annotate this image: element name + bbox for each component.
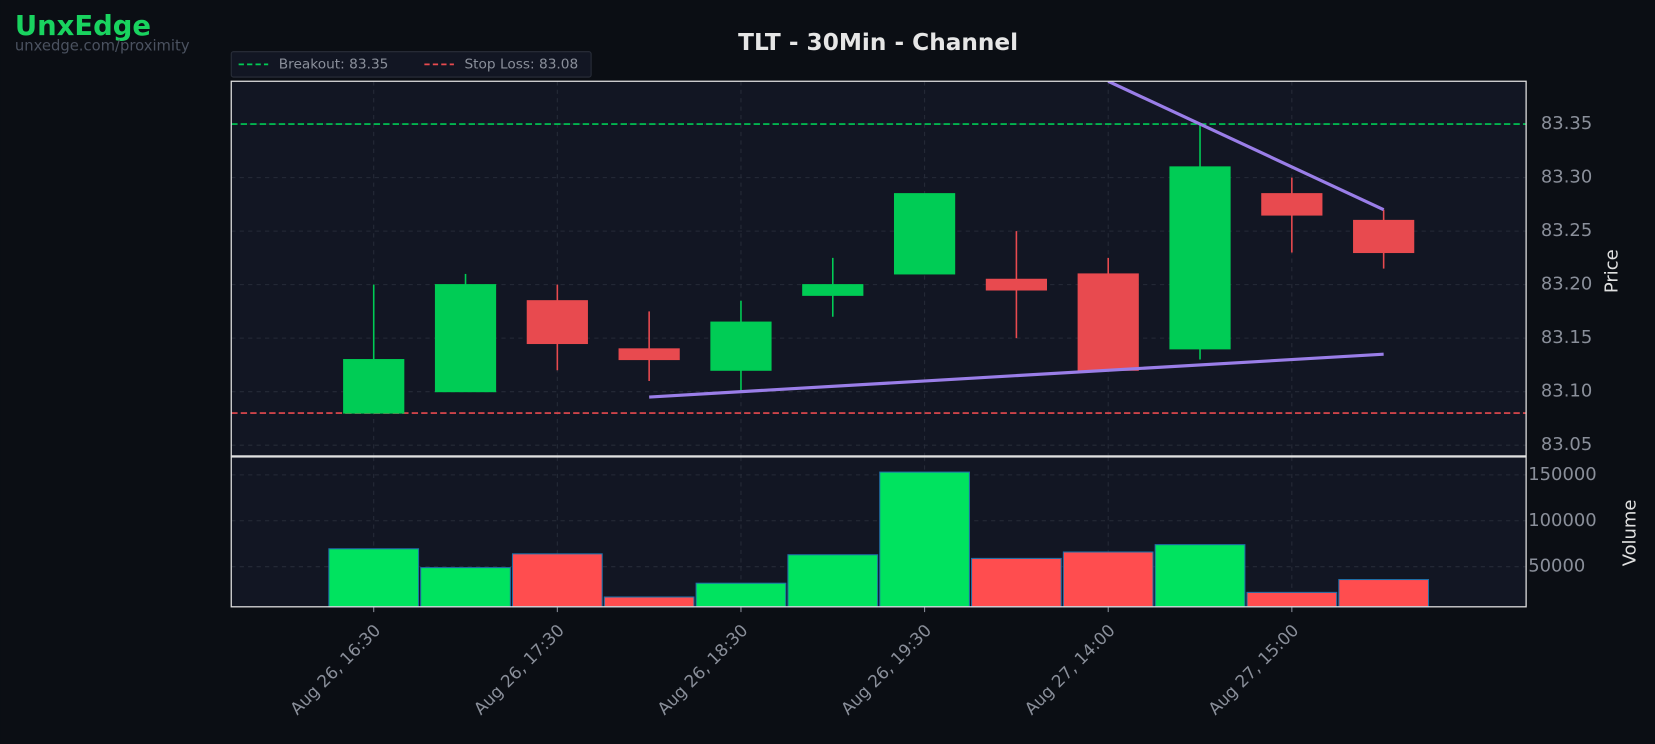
legend-label: Stop Loss: 83.08 — [464, 56, 578, 72]
y-tick-label: 83.05 — [1541, 434, 1592, 455]
candle-body — [710, 321, 772, 371]
candle-body — [618, 348, 680, 361]
trend-line — [649, 352, 1384, 399]
volume-bar — [971, 557, 1062, 608]
y-tick-label: 50000 — [1528, 556, 1585, 577]
brand-url: unxedge.com/proximity — [15, 37, 190, 54]
volume-bar — [328, 548, 420, 608]
legend-label: Breakout: 83.35 — [279, 56, 389, 72]
brand-name: UnxEdge — [15, 11, 151, 42]
legend — [230, 51, 592, 78]
candle-body — [1077, 273, 1139, 371]
y-tick-label: 83.10 — [1541, 381, 1592, 402]
y-tick-label: 83.25 — [1541, 220, 1592, 241]
volume-bar — [603, 596, 695, 608]
y-tick-label: 83.35 — [1541, 113, 1592, 134]
y-tick-label: 83.15 — [1541, 327, 1592, 348]
volume-bar — [879, 471, 970, 608]
candle-body — [343, 359, 405, 414]
y-tick-label: 100000 — [1528, 510, 1596, 531]
volume-bar — [1338, 579, 1430, 608]
volume-bar — [1246, 591, 1338, 608]
frame — [230, 456, 1527, 608]
candle-body — [985, 278, 1048, 291]
volume-bar — [420, 567, 511, 608]
volume-bar — [1154, 544, 1246, 608]
candle-body — [802, 284, 864, 296]
y-tick-label: 83.20 — [1541, 274, 1592, 295]
y-axis-label: Price — [1602, 249, 1623, 293]
y-tick-label: 83.30 — [1541, 167, 1592, 188]
volume-bar — [1062, 551, 1154, 608]
volume-bar — [695, 582, 787, 608]
candle-body — [893, 193, 956, 275]
candle-body — [1353, 219, 1415, 254]
volume-bar — [787, 554, 879, 608]
price-panel — [231, 81, 1527, 456]
frame — [230, 80, 1527, 457]
y-axis-label: Volume — [1620, 500, 1641, 567]
candle-body — [526, 300, 588, 345]
volume-bar — [511, 553, 603, 608]
trend-line — [1107, 81, 1385, 212]
y-tick-label: 150000 — [1528, 464, 1596, 485]
candle-body — [1261, 193, 1323, 216]
candle-body — [1169, 166, 1231, 350]
chart-title: TLT - 30Min - Channel — [738, 29, 1018, 56]
candle-body — [434, 284, 497, 393]
